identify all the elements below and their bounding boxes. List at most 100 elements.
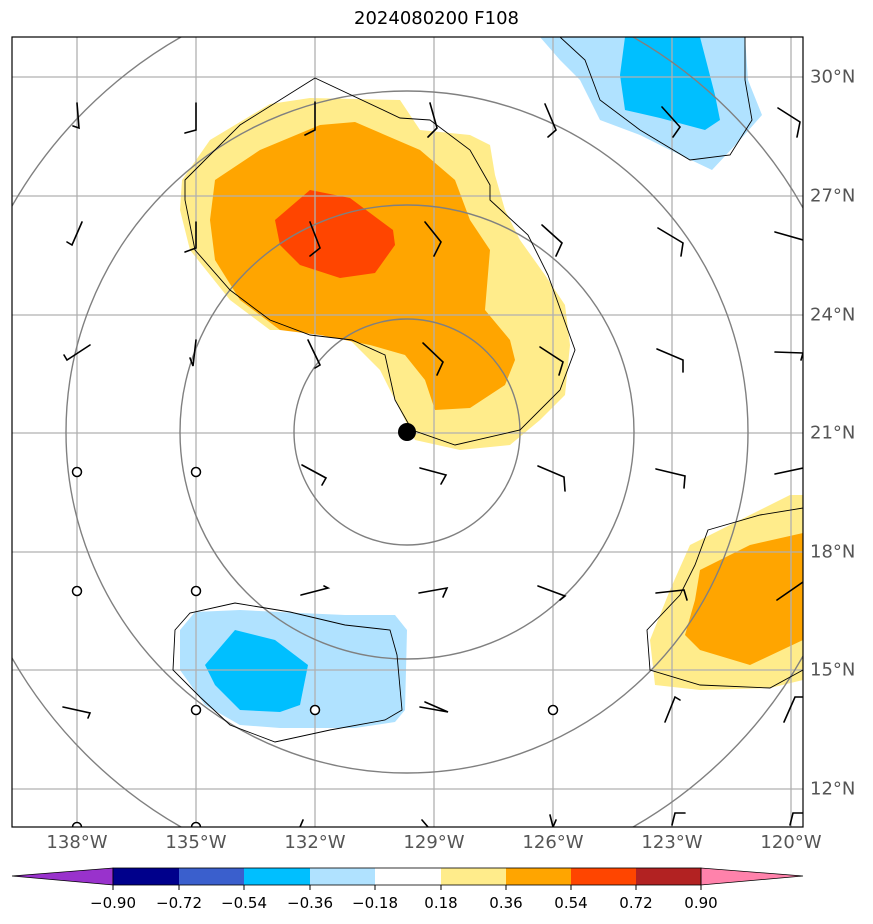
- colorbar-extend-low: [11, 867, 114, 886]
- contour-south-east: [646, 507, 803, 689]
- calm-circle: [190, 704, 202, 716]
- colorbar-bin: [441, 868, 506, 885]
- wind-barb: [301, 464, 328, 486]
- calm-circle: [71, 585, 83, 597]
- wind-barb: [424, 221, 442, 257]
- colorbar-bin: [506, 868, 571, 885]
- contour-north-east: [559, 37, 753, 161]
- colorbar-bin: [375, 868, 441, 885]
- colorbar-tick-label: 0.54: [554, 894, 588, 912]
- colorbar-bin: [113, 868, 179, 885]
- lon-label: 138°W: [46, 832, 108, 853]
- wind-barb: [537, 585, 567, 601]
- range-rings: [12, 37, 803, 827]
- colorbar-tick-label: 0.36: [489, 894, 523, 912]
- wind-barb: [671, 812, 686, 826]
- wind-barb: [189, 339, 197, 367]
- wind-barb: [537, 465, 566, 492]
- storm-center-marker: [398, 423, 416, 441]
- wind-barb: [776, 581, 803, 601]
- wind-barbs: [62, 101, 803, 827]
- wind-barb: [307, 339, 322, 369]
- colorbar-tick-label: −0.90: [90, 894, 136, 912]
- wind-barb: [783, 696, 803, 723]
- lat-label: 15°N: [810, 659, 856, 681]
- wind-barb: [72, 102, 80, 130]
- wind-barb: [304, 101, 316, 136]
- wind-barb: [774, 467, 803, 475]
- blue-field-region-north: [620, 37, 720, 130]
- wind-barb: [656, 348, 684, 373]
- wind-barb: [419, 467, 448, 485]
- colorbar-bin: [636, 868, 701, 885]
- colorbar-tick-label: −0.54: [221, 894, 267, 912]
- wind-barb: [774, 351, 803, 361]
- colorbar-bin: [571, 868, 636, 885]
- colorbar-bin: [244, 868, 310, 885]
- wind-barb: [62, 706, 92, 719]
- contour-north-central: [184, 77, 576, 446]
- wind-barb: [184, 221, 197, 253]
- wind-barb: [661, 106, 682, 138]
- blue-field-region-south: [205, 630, 308, 712]
- colorbar-tick-label: −0.18: [352, 894, 398, 912]
- colorbar-bin: [310, 868, 375, 885]
- map-title: 2024080200 F108: [354, 8, 519, 29]
- wind-barb: [539, 346, 564, 376]
- calm-circle: [190, 821, 202, 827]
- lon-label: 120°W: [760, 832, 822, 853]
- lat-label: 27°N: [810, 185, 856, 207]
- lon-label: 132°W: [284, 832, 346, 853]
- wind-barb: [421, 819, 429, 827]
- wind-barb: [427, 102, 438, 138]
- colorbar-tick-label: −0.72: [156, 894, 202, 912]
- lat-label: 30°N: [810, 66, 856, 88]
- colorbar-tick-label: 0.18: [424, 894, 458, 912]
- red-orange-field-region: [275, 190, 395, 278]
- wind-barb: [184, 102, 197, 134]
- wind-barb: [655, 589, 688, 601]
- calm-circle: [547, 704, 559, 716]
- wind-barb: [657, 227, 684, 257]
- wind-barb: [419, 701, 449, 713]
- lon-label: 126°W: [522, 832, 584, 853]
- wind-barb: [422, 342, 444, 376]
- calm-circle: [190, 585, 202, 597]
- wind-barb: [541, 224, 563, 257]
- calm-wind-markers: [71, 466, 559, 827]
- contour-lines: [172, 37, 803, 743]
- wind-barb: [418, 586, 449, 598]
- calm-circle: [71, 821, 83, 827]
- orange-field-region-east: [685, 533, 803, 665]
- colorbar-tick-label: 0.72: [619, 894, 653, 912]
- colorbar-tick-label: 0.90: [684, 894, 718, 912]
- wind-barb: [789, 812, 803, 826]
- contour-south-west: [172, 602, 403, 743]
- colorbar: [11, 867, 804, 890]
- calm-circle: [190, 466, 202, 478]
- wind-barb: [655, 468, 686, 489]
- lat-label: 12°N: [810, 778, 856, 800]
- calm-circle: [71, 466, 83, 478]
- lon-label: 135°W: [165, 832, 227, 853]
- lat-label: 24°N: [810, 304, 856, 326]
- lat-label: 21°N: [810, 422, 856, 444]
- wind-barb: [544, 103, 557, 138]
- shaded-positive-field: [180, 98, 803, 690]
- wind-barb: [664, 695, 681, 723]
- wind-barb: [309, 221, 321, 257]
- lat-label: 18°N: [810, 541, 856, 563]
- wind-barb: [300, 585, 331, 596]
- wind-barb: [66, 221, 83, 247]
- wind-barb: [774, 231, 803, 241]
- map-frame: [11, 36, 804, 828]
- shaded-negative-field: [180, 37, 762, 728]
- colorbar-bin: [179, 868, 244, 885]
- lon-label: 129°W: [403, 832, 465, 853]
- wind-barb: [299, 819, 304, 827]
- calm-circle: [309, 704, 321, 716]
- colorbar-extend-high: [700, 867, 804, 886]
- wind-barb: [549, 814, 557, 827]
- lon-label: 123°W: [641, 832, 703, 853]
